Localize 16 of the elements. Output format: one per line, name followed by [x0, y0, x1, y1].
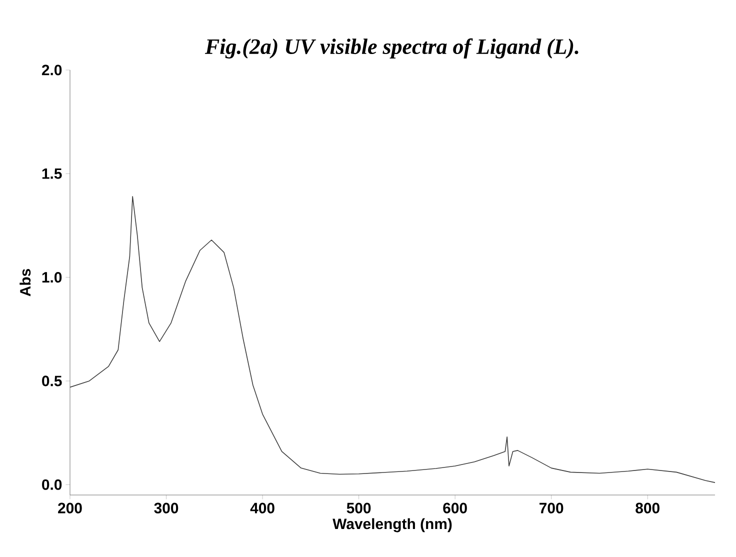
y-axis-title: Abs: [20, 269, 31, 296]
x-tick-label: 700: [540, 502, 564, 514]
x-tick-label: 600: [443, 502, 467, 514]
x-tick-label: 200: [58, 502, 82, 514]
y-tick-label: 1.0: [42, 272, 62, 283]
x-tick-label: 500: [346, 502, 371, 514]
y-tick-label: 1.5: [42, 168, 62, 179]
x-tick-label: 400: [250, 502, 274, 514]
y-tick-label: 0.5: [42, 376, 62, 386]
x-axis-title: Wavelength (nm): [332, 518, 452, 532]
chart-title: Fig.(2a) UV visible spectra of Ligand (L).: [204, 38, 578, 59]
y-tick-label: 2.0: [42, 64, 62, 76]
y-tick-label: 0.0: [42, 479, 62, 490]
x-tick-label: 800: [636, 502, 660, 514]
line-series: [70, 196, 716, 483]
x-tick-label: 300: [154, 502, 178, 514]
